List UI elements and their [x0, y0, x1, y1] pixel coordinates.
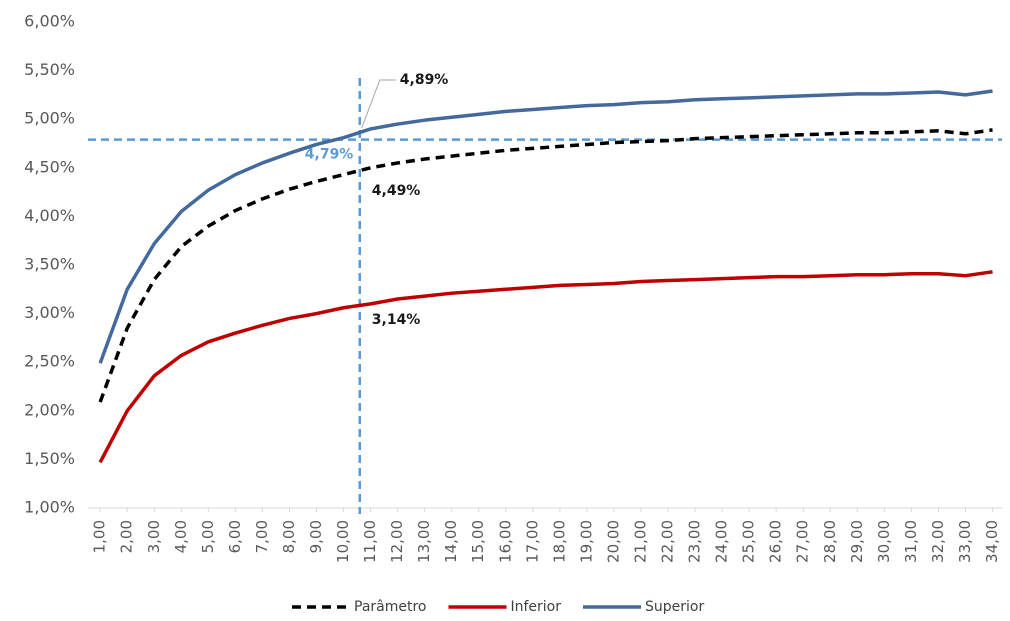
x-tick-label: 11,00 — [361, 520, 379, 563]
x-tick-label: 19,00 — [577, 520, 595, 563]
x-tick-label: 23,00 — [686, 520, 704, 563]
x-tick-label: 8,00 — [280, 520, 298, 553]
x-tick-label: 34,00 — [983, 520, 1001, 563]
x-tick-label: 27,00 — [794, 520, 812, 563]
x-tick-label: 33,00 — [956, 520, 974, 563]
y-tick-label: 2,00% — [24, 400, 75, 419]
x-tick-label: 20,00 — [604, 520, 622, 563]
x-tick-label: 24,00 — [713, 520, 731, 563]
x-tick-label: 18,00 — [550, 520, 568, 563]
legend-label: Superior — [645, 599, 704, 615]
annotation: 4,89% — [400, 72, 449, 88]
x-tick-label: 17,00 — [523, 520, 541, 563]
x-tick-label: 3,00 — [145, 520, 163, 553]
x-tick-label: 22,00 — [659, 520, 677, 563]
x-tick-label: 6,00 — [226, 520, 244, 553]
y-tick-label: 6,00% — [24, 12, 75, 31]
line — [98, 89, 993, 364]
x-tick-label: 7,00 — [253, 520, 271, 553]
x-tick-label: 15,00 — [469, 520, 487, 563]
x-tick-label: 26,00 — [767, 520, 785, 563]
x-tick-label: 30,00 — [875, 520, 893, 563]
x-tick-label: 5,00 — [199, 520, 217, 553]
x-tick-label: 2,00 — [118, 520, 136, 553]
line — [98, 270, 993, 464]
line — [98, 128, 993, 403]
x-tick-label: 28,00 — [821, 520, 839, 563]
x-tick-label: 4,00 — [172, 520, 190, 553]
legend-label: Parâmetro — [354, 599, 426, 615]
x-tick-label: 21,00 — [631, 520, 649, 563]
x-tick-label: 1,00 — [91, 520, 109, 553]
y-tick-label: 5,50% — [24, 60, 75, 79]
y-tick-label: 3,50% — [24, 255, 75, 274]
x-tick-label: 16,00 — [496, 520, 514, 563]
y-tick-label: 1,50% — [24, 449, 75, 468]
annotation: 3,14% — [372, 312, 421, 328]
annotation: 4,49% — [372, 183, 421, 199]
x-tick-label: 13,00 — [415, 520, 433, 563]
x-tick-label: 29,00 — [848, 520, 866, 563]
y-tick-label: 2,50% — [24, 352, 75, 371]
x-tick-label: 31,00 — [902, 520, 920, 563]
x-tick-label: 12,00 — [388, 520, 406, 563]
x-tick-label: 14,00 — [442, 520, 460, 563]
y-tick-label: 5,00% — [24, 109, 75, 128]
x-tick-label: 25,00 — [740, 520, 758, 563]
leader-line — [361, 79, 396, 129]
y-tick-label: 1,00% — [24, 498, 75, 517]
x-tick-label: 10,00 — [334, 520, 352, 563]
y-tick-label: 4,00% — [24, 206, 75, 225]
y-tick-label: 4,50% — [24, 157, 75, 176]
annotation: 4,79% — [305, 147, 354, 163]
legend-label: Inferior — [510, 599, 561, 615]
x-tick-label: 9,00 — [307, 520, 325, 553]
x-tick-label: 32,00 — [929, 520, 947, 563]
y-tick-label: 3,00% — [24, 303, 75, 322]
